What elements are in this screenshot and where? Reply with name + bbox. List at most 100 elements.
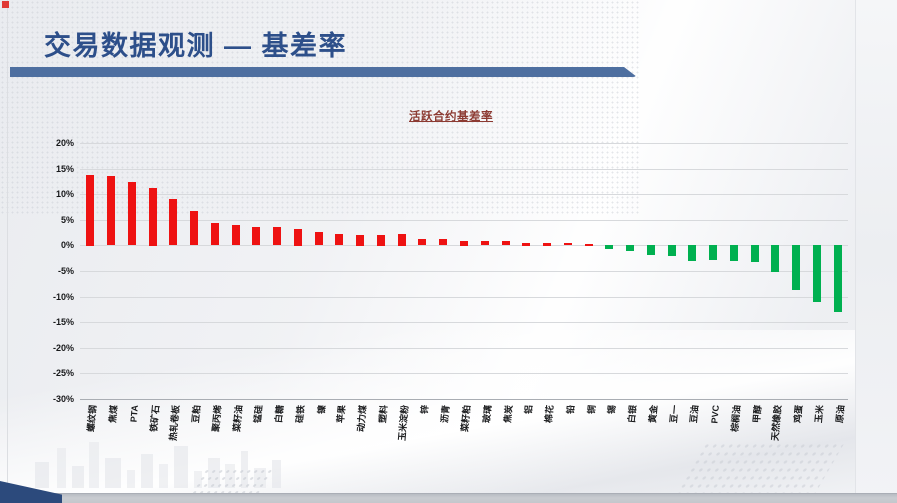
bottom-footer-strip [0, 493, 897, 503]
gridline--30 [80, 399, 848, 400]
x-axis-label-PVC: PVC [709, 404, 721, 424]
x-axis-label-玻璃: 玻璃 [481, 404, 493, 424]
bar-锌 [418, 239, 426, 245]
x-axis-label-沥青: 沥青 [439, 404, 451, 424]
x-axis-label-鸡蛋: 鸡蛋 [792, 404, 804, 424]
y-axis-tick-label: 5% [60, 215, 74, 225]
bar-聚丙烯 [211, 223, 219, 245]
right-edge-panel [856, 0, 897, 503]
x-axis-label-玉米淀粉: 玉米淀粉 [396, 404, 410, 442]
y-axis-tick-label: -30% [52, 394, 74, 404]
gridline--25 [80, 373, 848, 374]
x-axis-label-玉米: 玉米 [813, 404, 825, 424]
left-edge-line [7, 0, 8, 503]
x-axis-label-焦炭: 焦炭 [502, 404, 514, 424]
bar-玉米 [813, 245, 821, 302]
x-axis-label-豆一: 豆一 [668, 404, 680, 424]
bar-棕榈油 [730, 245, 738, 261]
y-axis-tick-label: -20% [52, 343, 74, 353]
bar-黄金 [647, 245, 655, 255]
x-axis-label-塑料: 塑料 [377, 404, 389, 424]
x-axis-label-铜: 铜 [586, 404, 597, 415]
x-axis-label-豆油: 豆油 [688, 404, 700, 424]
y-axis-tick-label: 10% [55, 189, 74, 199]
page-title: 交易数据观测 — 基差率 [44, 31, 348, 61]
x-axis-label-硅铁: 硅铁 [294, 404, 306, 424]
gridline-15 [80, 169, 848, 170]
bar-苹果 [335, 234, 343, 245]
bar-焦炭 [502, 241, 510, 245]
x-axis-label-棉花: 棉花 [543, 404, 555, 424]
red-corner-accent [2, 1, 9, 8]
bar-PVC [709, 245, 717, 260]
gridline-20 [80, 143, 848, 144]
bar-菜籽油 [232, 225, 240, 245]
bar-镍 [315, 232, 323, 245]
x-axis-label-铅: 铅 [565, 404, 576, 415]
bar-铅 [564, 243, 572, 245]
y-axis-tick-label: -10% [52, 292, 74, 302]
gridline--5 [80, 271, 848, 272]
bar-甲醇 [751, 245, 759, 262]
bar-塑料 [377, 235, 385, 246]
x-axis-label-天然橡胶: 天然橡胶 [769, 404, 783, 442]
bar-豆粕 [190, 211, 198, 245]
x-axis-label-螺纹钢: 螺纹钢 [85, 404, 98, 433]
x-axis-label-菜籽粕: 菜籽粕 [459, 404, 472, 433]
bar-沥青 [439, 239, 447, 245]
bar-玻璃 [481, 241, 489, 245]
bar-鸡蛋 [792, 245, 800, 290]
x-axis-label-热轧卷板: 热轧卷板 [167, 404, 181, 442]
x-axis-label-锌: 锌 [419, 404, 430, 415]
bar-铁矿石 [149, 188, 157, 246]
y-axis-tick-label: -25% [52, 368, 74, 378]
bar-玉米淀粉 [398, 234, 406, 246]
title-underline-bar [10, 67, 637, 77]
bar-铝 [522, 243, 530, 246]
x-axis-label-动力煤: 动力煤 [355, 404, 368, 433]
gridline-5 [80, 220, 848, 221]
bar-菜籽粕 [460, 241, 468, 246]
bar-豆一 [668, 245, 676, 256]
gridline-10 [80, 194, 848, 195]
x-axis-label-铝: 铝 [523, 404, 534, 415]
bar-天然橡胶 [771, 245, 779, 272]
x-axis-label-菜籽油: 菜籽油 [231, 404, 244, 433]
bar-铜 [585, 244, 593, 246]
gridline--20 [80, 348, 848, 349]
x-axis-label-镍: 镍 [316, 404, 327, 415]
gridline--10 [80, 297, 848, 298]
x-axis-label-甲醇: 甲醇 [751, 404, 763, 424]
bar-动力煤 [356, 235, 364, 246]
bar-硅铁 [294, 229, 302, 246]
x-axis-label-锰硅: 锰硅 [252, 404, 264, 424]
bar-原油 [834, 245, 842, 312]
chart-title: 活跃合约基差率 [409, 111, 493, 123]
bar-棉花 [543, 243, 551, 246]
y-axis-tick-label: 15% [55, 164, 74, 174]
x-axis-label-焦煤: 焦煤 [107, 404, 119, 424]
gridline--15 [80, 322, 848, 323]
bar-白糖 [273, 227, 281, 245]
city-skyline-silhouette [25, 438, 365, 488]
bar-PTA [128, 182, 136, 245]
y-axis-tick-label: -5% [57, 266, 74, 276]
bar-焦煤 [107, 176, 115, 245]
x-axis-label-PTA: PTA [128, 404, 140, 423]
x-axis-label-聚丙烯: 聚丙烯 [210, 404, 223, 433]
x-axis-label-原油: 原油 [834, 404, 846, 424]
y-axis-tick-label: 0% [60, 240, 74, 250]
x-axis-label-白银: 白银 [626, 404, 638, 424]
x-axis-label-锡: 锡 [606, 404, 617, 415]
x-axis-label-棕榈油: 棕榈油 [729, 404, 742, 433]
bar-豆油 [688, 245, 696, 261]
y-axis-tick-label: -15% [52, 317, 74, 327]
y-axis-tick-label: 20% [55, 138, 74, 148]
x-axis-label-铁矿石: 铁矿石 [148, 404, 161, 433]
x-axis-label-黄金: 黄金 [647, 404, 659, 424]
bar-白银 [626, 245, 634, 251]
bar-锰硅 [252, 227, 260, 245]
bar-锡 [605, 245, 613, 249]
